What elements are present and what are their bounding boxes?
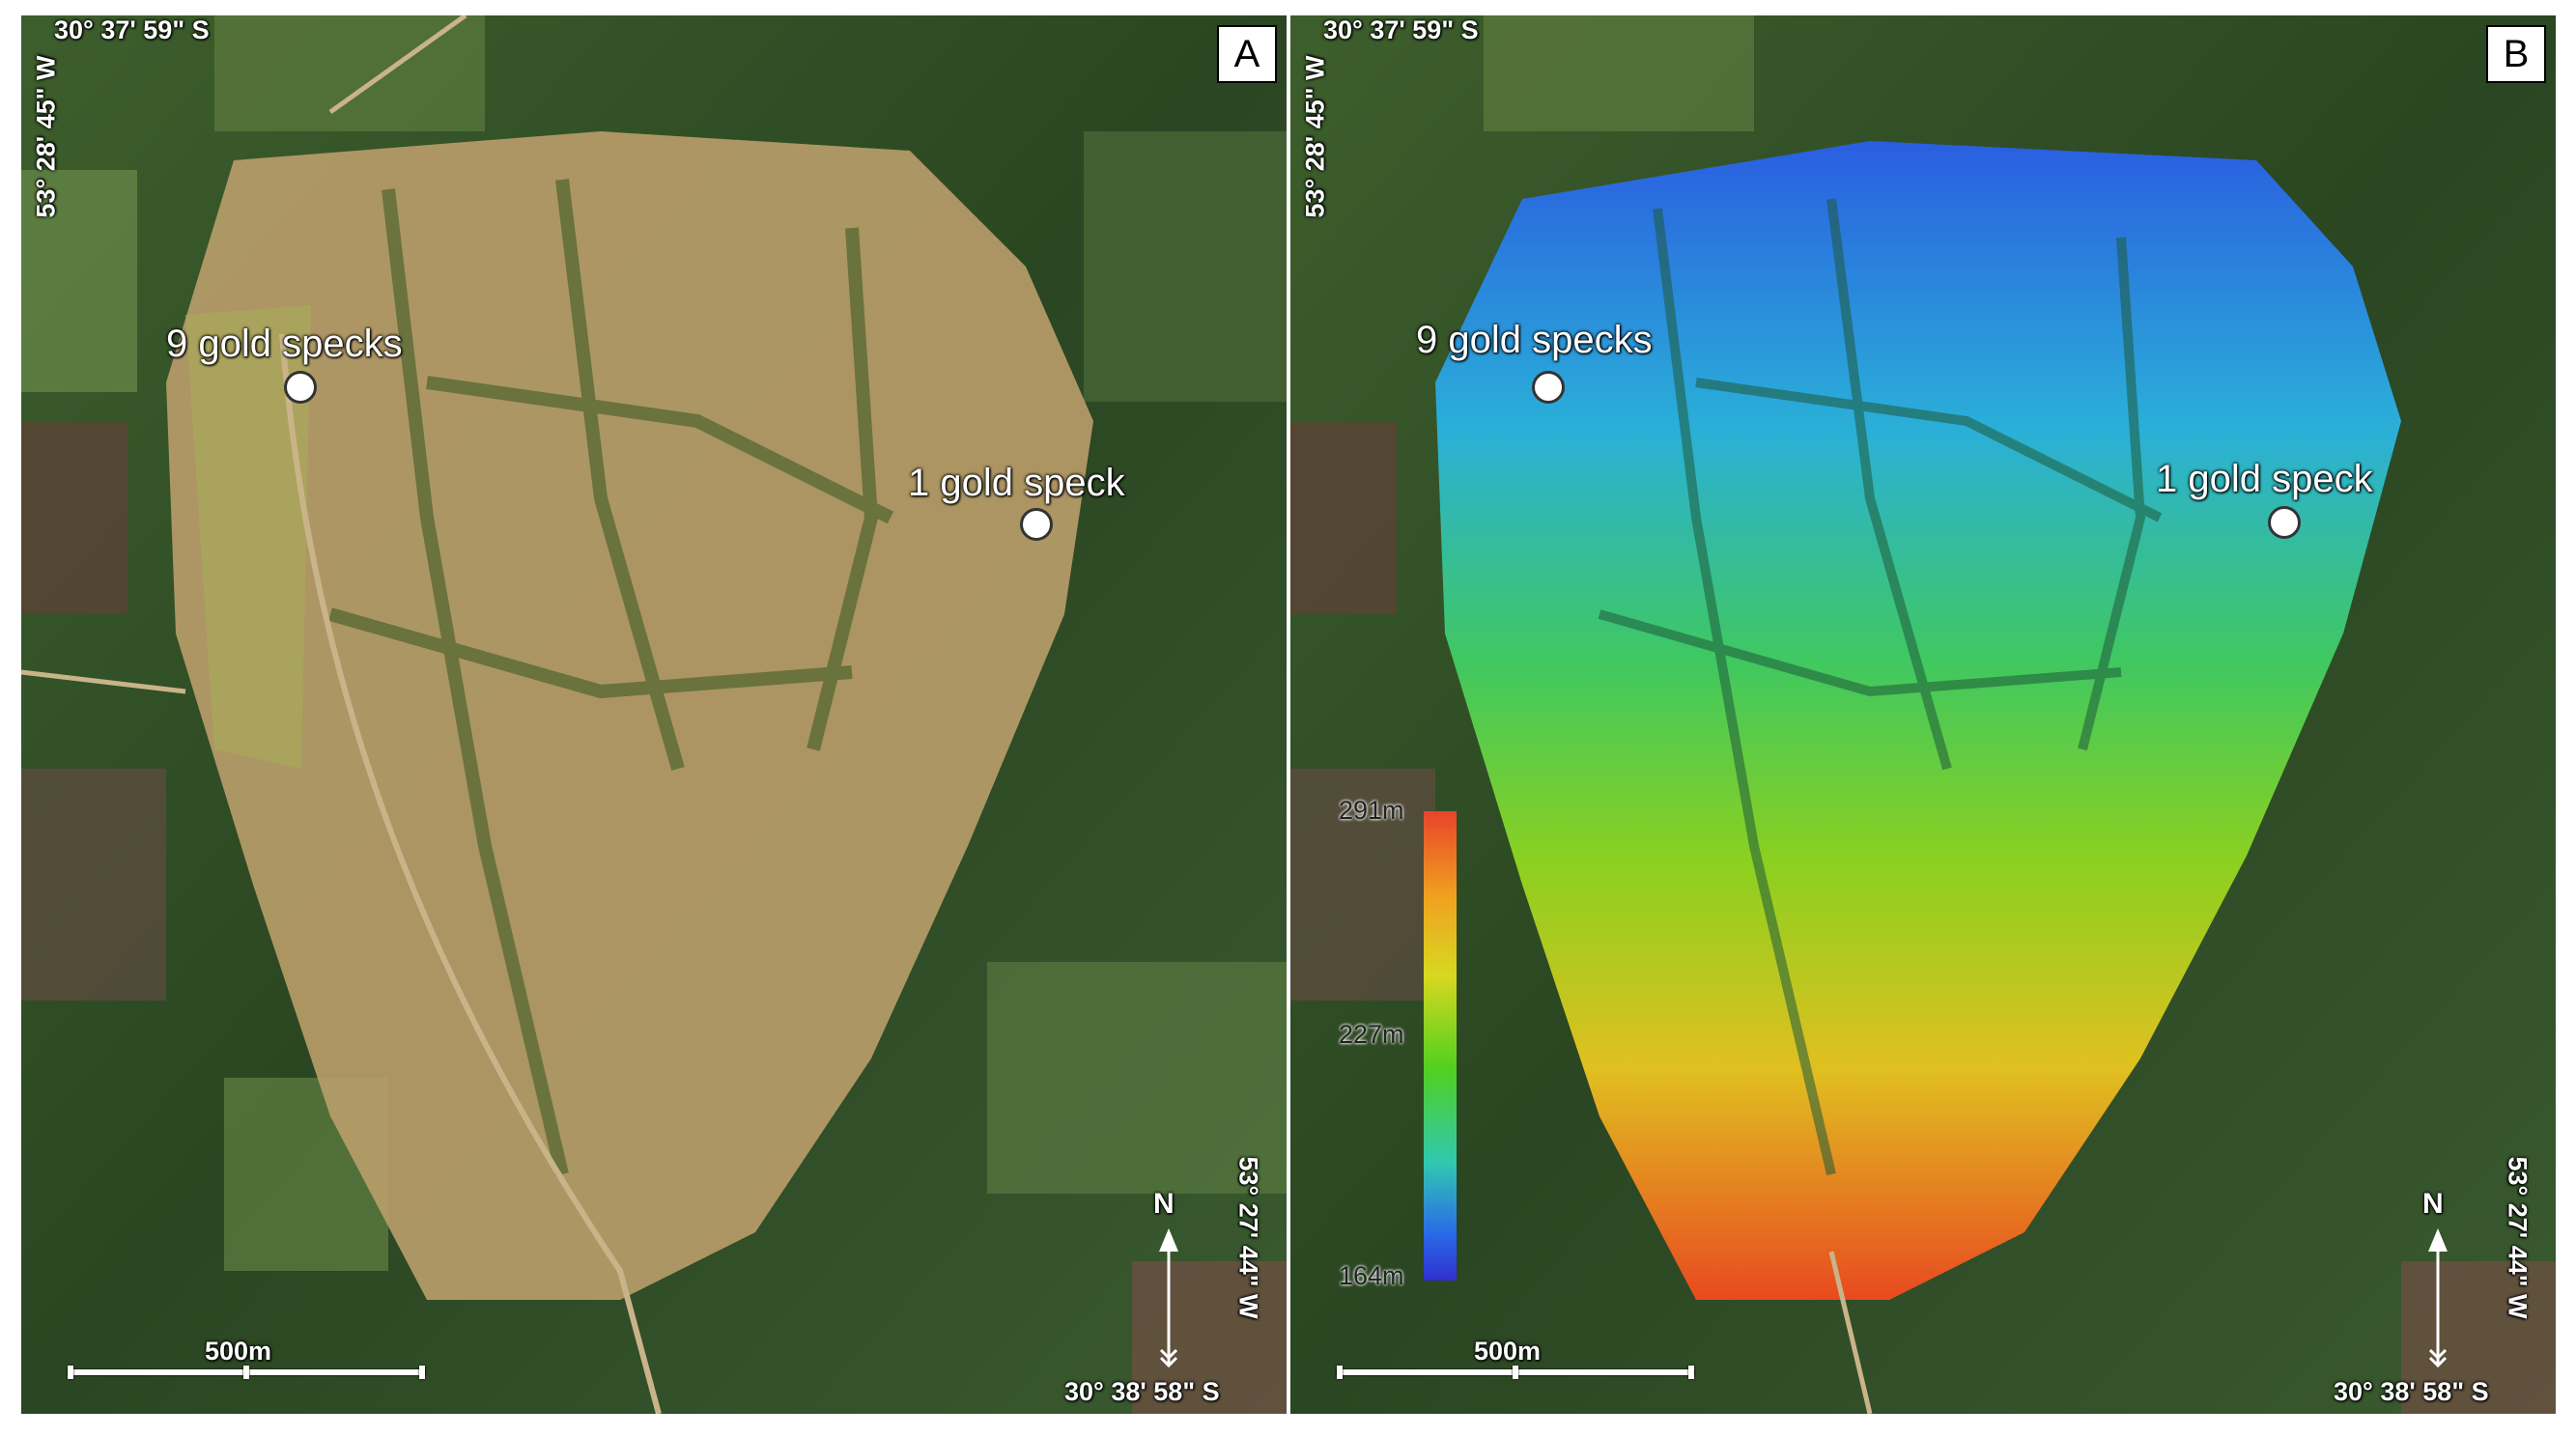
elevation-model <box>1290 15 2556 1414</box>
scale-bar-label: 500m <box>1474 1337 1542 1366</box>
scale-bar <box>1337 1366 1694 1379</box>
satellite-imagery <box>21 15 1287 1414</box>
top-latitude-label: 30° 37' 59" S <box>1323 15 1479 44</box>
north-arrow-icon <box>1159 1228 1178 1368</box>
sample-label-1-speck: 1 gold speck <box>2156 458 2373 500</box>
top-latitude-label: 30° 37' 59" S <box>54 15 210 44</box>
scale-bar-label: 500m <box>205 1337 272 1366</box>
panel-a-satellite-map: 30° 37' 59" S 53° 28' 45" W 30° 38' 58" … <box>21 15 1287 1414</box>
elevation-legend-bar <box>1424 811 1457 1281</box>
bottom-latitude-label: 30° 38' 58" S <box>2334 1377 2489 1406</box>
panel-letter: A <box>1217 25 1277 83</box>
scale-bar <box>68 1366 425 1379</box>
north-arrow-icon <box>2428 1228 2448 1368</box>
sample-point-marker <box>2268 506 2301 539</box>
legend-mid-label: 227m <box>1339 1020 1404 1049</box>
north-label: N <box>2422 1188 2444 1220</box>
road <box>279 333 662 1414</box>
sample-point-marker <box>1532 371 1565 404</box>
bottom-latitude-label: 30° 38' 58" S <box>1064 1377 1220 1406</box>
right-longitude-label: 53° 27' 44" W <box>1233 1156 1263 1319</box>
legend-max-label: 291m <box>1339 796 1404 825</box>
sample-point-marker <box>1020 508 1053 541</box>
sample-label-9-specks: 9 gold specks <box>166 323 403 365</box>
panel-letter: B <box>2486 25 2546 83</box>
sample-label-9-specks: 9 gold specks <box>1416 319 1653 361</box>
legend-min-label: 164m <box>1339 1261 1404 1290</box>
dem-area <box>1435 141 2401 1300</box>
sample-label-1-speck: 1 gold speck <box>908 462 1125 504</box>
north-label: N <box>1153 1188 1175 1220</box>
left-longitude-label: 53° 28' 45" W <box>31 55 61 218</box>
panel-b-elevation-map: 30° 37' 59" S 53° 28' 45" W 30° 38' 58" … <box>1290 15 2556 1414</box>
left-longitude-label: 53° 28' 45" W <box>1300 55 1330 218</box>
sample-point-marker <box>284 371 317 404</box>
right-longitude-label: 53° 27' 44" W <box>2503 1156 2533 1319</box>
